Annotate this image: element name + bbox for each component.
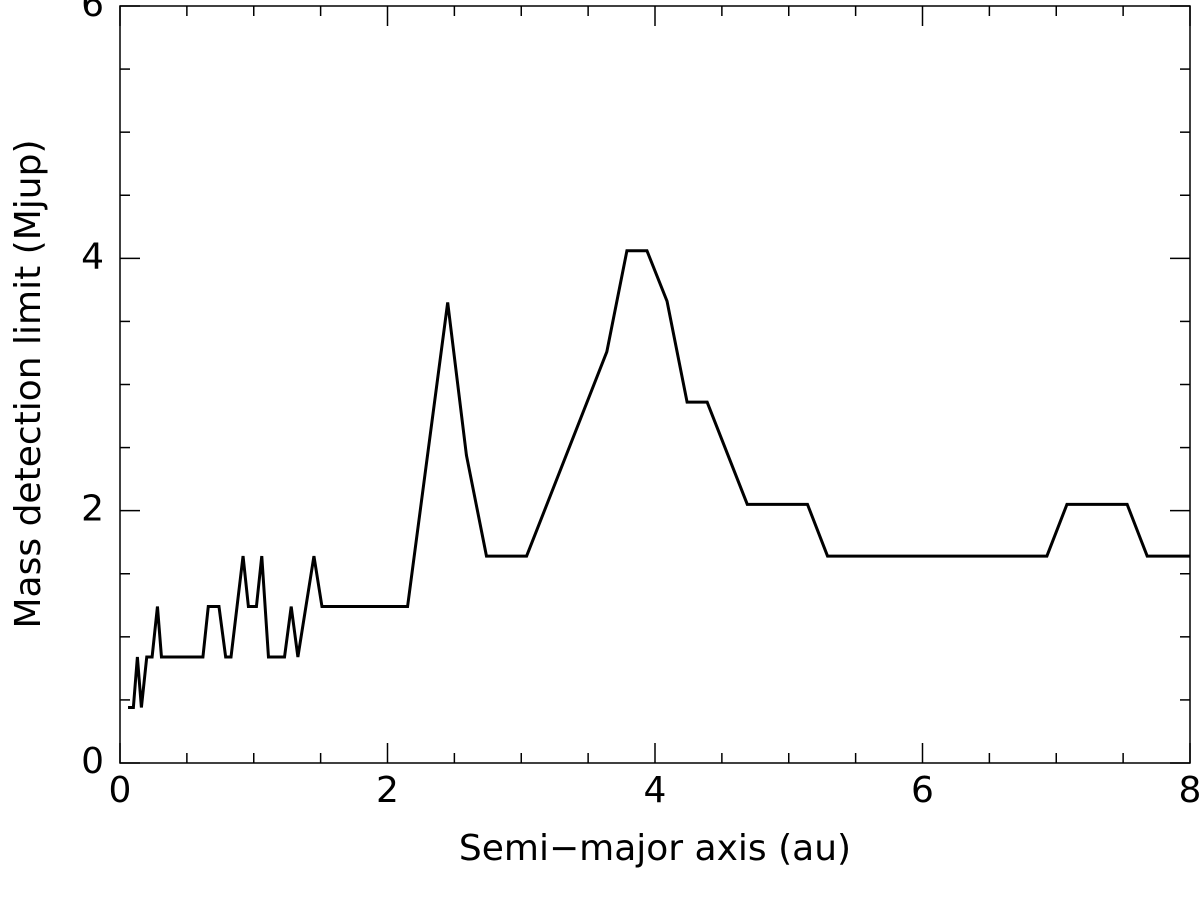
- y-tick-label: 6: [81, 0, 104, 25]
- x-tick-label: 8: [1179, 770, 1200, 811]
- x-tick-label: 4: [644, 770, 667, 811]
- plot-frame: [119, 5, 1191, 764]
- x-axis-label: Semi−major axis (au): [459, 828, 851, 869]
- x-tick-label: 6: [911, 770, 934, 811]
- y-tick-label: 2: [81, 489, 104, 530]
- x-tick-label: 2: [376, 770, 399, 811]
- x-tick-label: 0: [109, 770, 132, 811]
- y-axis-label: Mass detection limit (Mjup): [8, 140, 49, 629]
- y-tick-label: 4: [81, 236, 104, 277]
- y-tick-label: 0: [81, 741, 104, 782]
- data-line: [128, 249, 1190, 709]
